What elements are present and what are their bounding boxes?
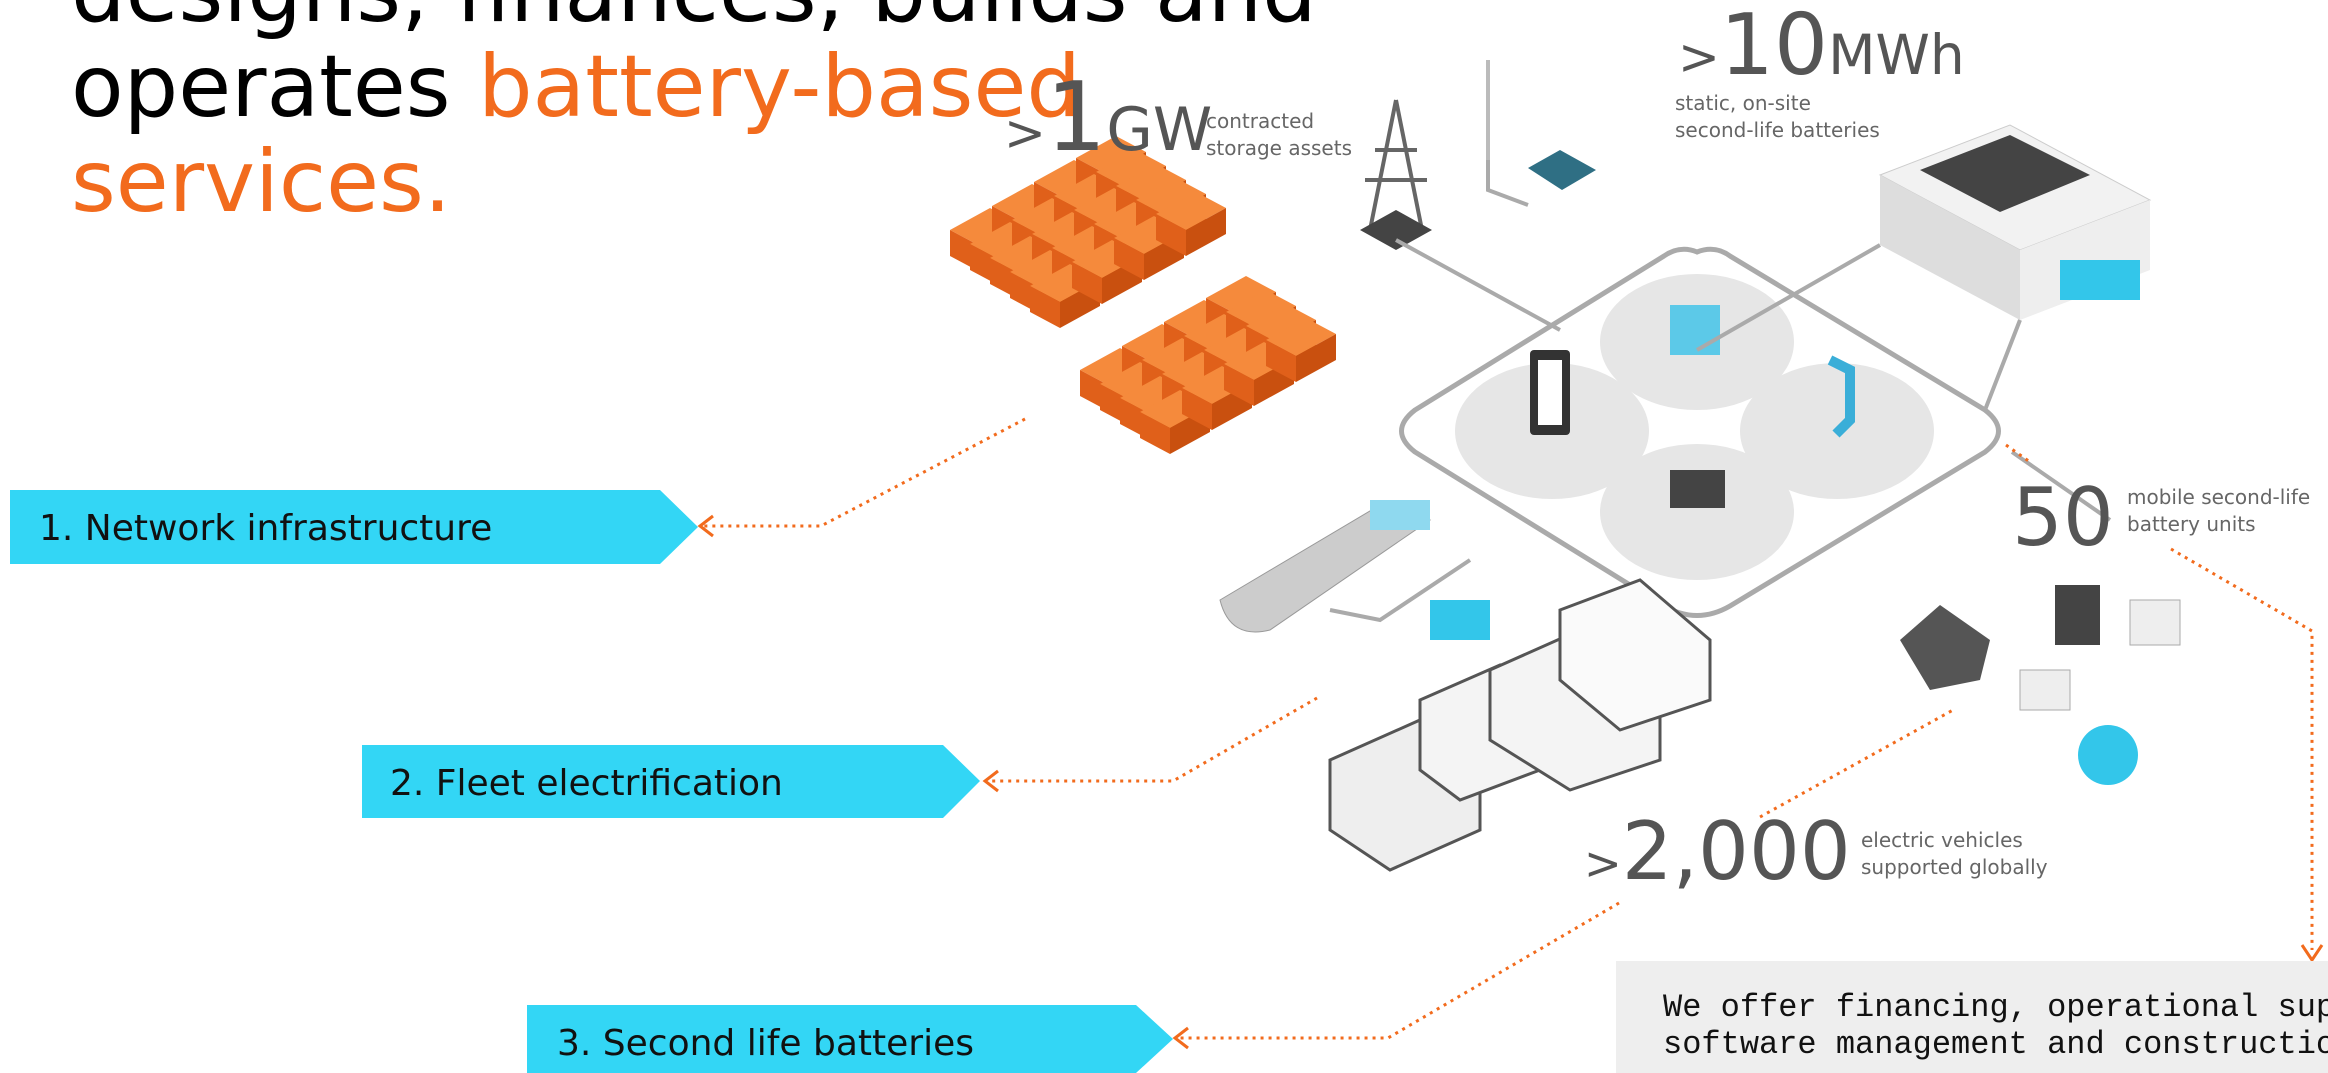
stat-value: 10 [1720, 0, 1828, 95]
mobile-unit [2130, 600, 2180, 645]
stat-desc: static, on-site [1675, 91, 1811, 115]
label: 3. Second life batteries [557, 1023, 974, 1064]
stat-desc: storage assets [1206, 136, 1352, 160]
page: designs, finances, builds and operates b… [0, 0, 2328, 1073]
leader [1178, 903, 1619, 1038]
stat-desc: supported globally [1861, 855, 2048, 879]
solar-panel [1528, 150, 1596, 190]
stat-desc: electric vehicles [1861, 828, 2023, 852]
recycle-icon [2078, 725, 2138, 785]
money-icon [1670, 305, 1720, 355]
container-farm [950, 136, 1336, 454]
stat-unit: MWh [1828, 23, 1965, 87]
headline-text: operates [71, 37, 478, 137]
stat-desc: second-life batteries [1675, 118, 1880, 142]
stat-prefix: > [1678, 28, 1720, 86]
mobile-unit [2020, 670, 2070, 710]
info-text: We offer financing, operational support, [1663, 989, 2328, 1026]
ship-cargo [1370, 500, 1430, 530]
clipboard-paper [1538, 360, 1562, 425]
stat-desc: contracted [1206, 109, 1314, 133]
leader [988, 698, 1317, 781]
mobile-unit [2055, 585, 2100, 645]
power-line [1396, 160, 1560, 330]
excavator [1900, 605, 1990, 690]
illustration [950, 60, 2180, 870]
stat-unit: GW [1106, 95, 1212, 165]
charger [1430, 600, 1490, 640]
stat-desc: mobile second-life [2127, 485, 2310, 509]
leader [703, 419, 1025, 526]
headline-highlight: services. [71, 132, 451, 232]
leader [2006, 445, 2030, 462]
stat-value: 50 [2012, 471, 2114, 564]
battery-unit [2060, 260, 2140, 300]
leader [1760, 710, 1953, 817]
stat-value: 2,000 [1622, 805, 1851, 898]
label: 2. Fleet electrification [390, 763, 783, 804]
leader [2171, 549, 2312, 950]
stat-prefix: > [1004, 104, 1046, 162]
stat-desc: battery units [2127, 512, 2256, 536]
headline-highlight: battery-based [478, 37, 1081, 137]
hub [1600, 444, 1794, 580]
stat-value: 1 [1046, 63, 1106, 173]
headline-line: operates battery-based [71, 37, 1081, 137]
stat: >2,000 [1584, 805, 1851, 898]
stat: >10MWh [1678, 0, 1965, 95]
label: 1. Network infrastructure [39, 508, 492, 549]
info-text: software management and construction [1663, 1026, 2328, 1063]
stat-prefix: > [1584, 837, 1622, 890]
headline-line: designs, finances, builds and [71, 0, 1317, 42]
laptop-icon [1670, 470, 1725, 508]
